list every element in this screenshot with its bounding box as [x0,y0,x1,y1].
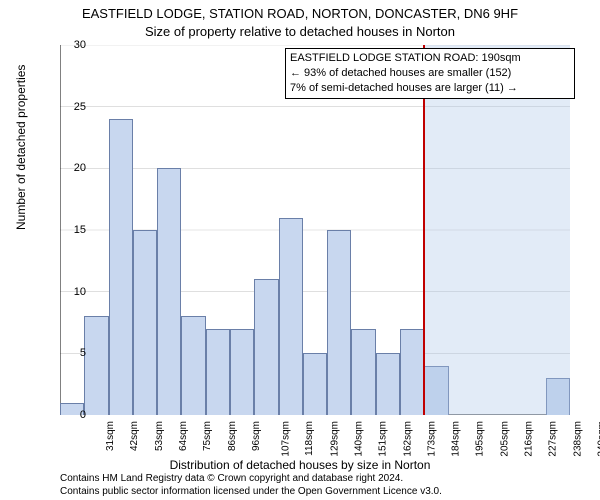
annotation-box: EASTFIELD LODGE STATION ROAD: 190sqm ← 9… [285,48,575,99]
plot-area [60,45,570,415]
title-address: EASTFIELD LODGE, STATION ROAD, NORTON, D… [0,6,600,21]
bar [376,353,400,415]
bar [254,279,278,415]
annotation-line3: 7% of semi-detached houses are larger (1… [290,81,570,96]
bar [327,230,351,415]
x-tick: 195sqm [475,421,486,457]
y-tick: 5 [80,347,86,359]
y-tick: 20 [74,162,86,174]
x-tick: 86sqm [227,421,238,451]
marker-line [423,45,425,415]
x-tick: 96sqm [251,421,262,451]
x-tick: 53sqm [154,421,165,451]
footer: Contains HM Land Registry data © Crown c… [60,472,442,498]
y-tick: 15 [74,224,86,236]
bar [206,329,230,415]
bar [279,218,303,415]
x-tick: 184sqm [451,421,462,457]
footer-line2: Contains public sector information licen… [60,485,442,498]
x-tick: 238sqm [572,421,583,457]
footer-line1: Contains HM Land Registry data © Crown c… [60,472,442,485]
x-axis-label: Distribution of detached houses by size … [0,458,600,472]
x-tick: 162sqm [402,421,413,457]
bar [157,168,181,415]
x-tick: 216sqm [524,421,535,457]
x-tick: 249sqm [596,421,600,457]
x-tick: 64sqm [178,421,189,451]
x-tick: 118sqm [304,421,315,456]
bar [303,353,327,415]
x-tick: 129sqm [329,421,340,457]
bar [84,316,108,415]
x-tick: 227sqm [548,421,559,457]
x-tick: 205sqm [499,421,510,457]
y-tick: 10 [74,286,86,298]
annotation-line2: ← 93% of detached houses are smaller (15… [290,66,570,81]
bar [230,329,254,415]
bar [109,119,133,415]
bar [181,316,205,415]
bar [400,329,424,415]
shaded-region [424,45,570,415]
y-tick: 0 [80,409,86,421]
x-tick: 151sqm [378,421,389,457]
y-tick: 30 [74,39,86,51]
x-tick: 107sqm [281,421,292,457]
y-tick: 25 [74,101,86,113]
y-axis-label: Number of detached properties [14,65,28,230]
x-tick: 31sqm [105,421,116,451]
chart-container: EASTFIELD LODGE, STATION ROAD, NORTON, D… [0,0,600,500]
bar [133,230,157,415]
x-tick: 75sqm [202,421,213,451]
title-subtitle: Size of property relative to detached ho… [0,24,600,39]
x-tick: 42sqm [129,421,140,451]
annotation-line1: EASTFIELD LODGE STATION ROAD: 190sqm [290,51,570,66]
x-tick: 140sqm [354,421,365,457]
x-tick: 173sqm [426,421,437,457]
bar [351,329,375,415]
